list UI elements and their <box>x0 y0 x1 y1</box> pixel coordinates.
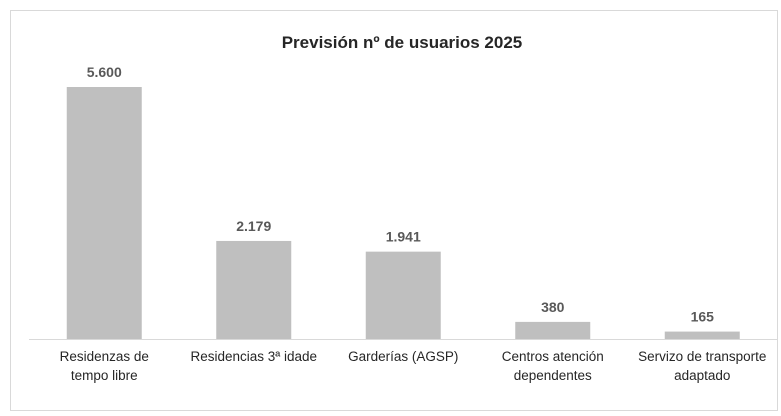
bar <box>66 87 142 339</box>
bar <box>216 240 292 339</box>
bar <box>664 331 740 339</box>
x-tick-label: Garderías (AGSP) <box>348 349 459 364</box>
x-tick-label: Centros atención dependentes <box>501 349 604 383</box>
value-label: 165 <box>691 309 715 325</box>
x-tick-label: Residenzas de tempo libre <box>59 349 149 383</box>
bar <box>365 251 441 339</box>
value-label: 5.600 <box>87 64 122 80</box>
value-label: 380 <box>541 299 565 315</box>
value-label: 1.941 <box>386 229 421 245</box>
x-tick-label: Servizo de transporte adaptado <box>638 349 767 383</box>
x-tick-label: Residencias 3ª idade <box>190 349 318 364</box>
bar <box>515 321 591 339</box>
chart-border <box>10 10 778 411</box>
chart-title: Previsión nº de usuarios 2025 <box>282 33 523 52</box>
value-label: 2.179 <box>236 218 271 234</box>
